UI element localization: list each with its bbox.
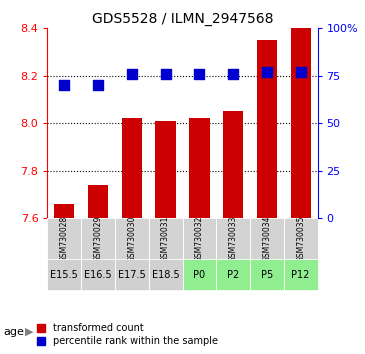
Text: GSM730028: GSM730028 <box>60 216 69 262</box>
FancyBboxPatch shape <box>81 218 115 259</box>
FancyBboxPatch shape <box>284 259 318 290</box>
Text: ▶: ▶ <box>25 327 33 337</box>
Point <box>230 71 236 77</box>
FancyBboxPatch shape <box>47 259 81 290</box>
FancyBboxPatch shape <box>216 218 250 259</box>
Text: E17.5: E17.5 <box>118 270 146 280</box>
Bar <box>54 204 74 218</box>
Bar <box>291 28 311 218</box>
Text: age: age <box>4 327 24 337</box>
FancyBboxPatch shape <box>149 259 182 290</box>
FancyBboxPatch shape <box>47 218 81 259</box>
Point <box>196 71 202 77</box>
FancyBboxPatch shape <box>216 259 250 290</box>
FancyBboxPatch shape <box>115 259 149 290</box>
Text: GSM730033: GSM730033 <box>228 215 238 262</box>
Bar <box>122 118 142 218</box>
FancyBboxPatch shape <box>182 218 216 259</box>
Bar <box>88 185 108 218</box>
FancyBboxPatch shape <box>81 259 115 290</box>
Text: E15.5: E15.5 <box>50 270 78 280</box>
Text: P0: P0 <box>193 270 205 280</box>
Text: GSM730034: GSM730034 <box>262 215 272 262</box>
Text: GSM730029: GSM730029 <box>93 215 103 262</box>
FancyBboxPatch shape <box>149 218 182 259</box>
Legend: transformed count, percentile rank within the sample: transformed count, percentile rank withi… <box>34 320 220 349</box>
Point <box>163 71 169 77</box>
Point <box>298 69 304 75</box>
FancyBboxPatch shape <box>115 218 149 259</box>
Text: GSM730031: GSM730031 <box>161 215 170 262</box>
FancyBboxPatch shape <box>250 218 284 259</box>
FancyBboxPatch shape <box>182 259 216 290</box>
Text: GSM730035: GSM730035 <box>296 215 305 262</box>
FancyBboxPatch shape <box>250 259 284 290</box>
Point <box>129 71 135 77</box>
Bar <box>189 118 210 218</box>
Title: GDS5528 / ILMN_2947568: GDS5528 / ILMN_2947568 <box>92 12 273 26</box>
Text: P12: P12 <box>292 270 310 280</box>
Bar <box>257 40 277 218</box>
Bar <box>155 121 176 218</box>
Text: E18.5: E18.5 <box>152 270 180 280</box>
FancyBboxPatch shape <box>284 218 318 259</box>
Text: GSM730032: GSM730032 <box>195 215 204 262</box>
Text: E16.5: E16.5 <box>84 270 112 280</box>
Bar <box>223 111 243 218</box>
Text: P5: P5 <box>261 270 273 280</box>
Text: P2: P2 <box>227 270 239 280</box>
Text: GSM730030: GSM730030 <box>127 215 137 262</box>
Point <box>95 82 101 88</box>
Point <box>61 82 67 88</box>
Point <box>264 69 270 75</box>
